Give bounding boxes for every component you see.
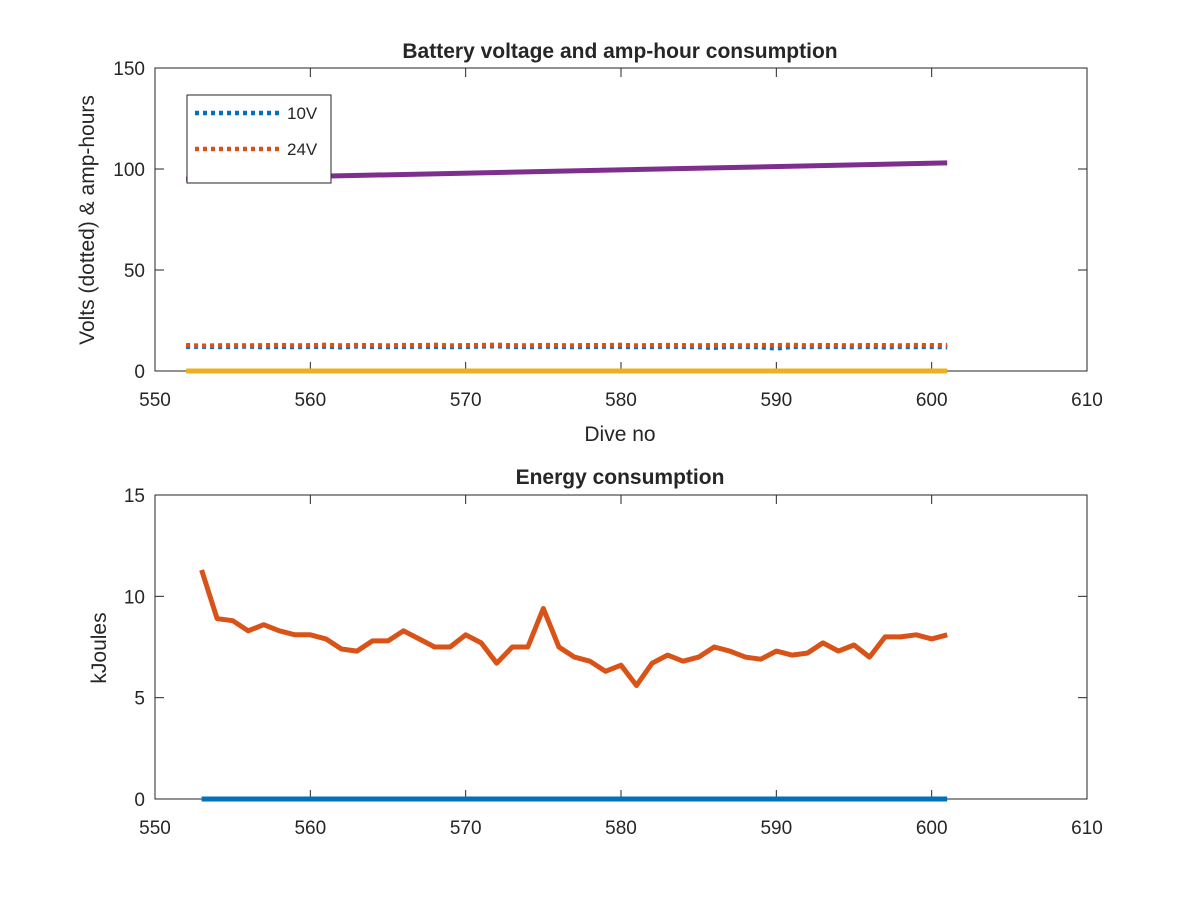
battery-chart-x-tick-label: 570 (450, 390, 482, 411)
energy-chart-x-tick-label: 590 (760, 818, 792, 839)
battery-chart-legend (186, 94, 332, 184)
battery-chart-legend-label: 10V (287, 104, 318, 123)
energy-chart-y-tick-label: 5 (134, 689, 145, 710)
battery-chart-y-tick-label: 100 (113, 160, 145, 181)
energy-chart-x-tick-label: 550 (139, 818, 171, 839)
battery-chart-x-tick-label: 560 (294, 390, 326, 411)
battery-chart-legend-label: 24V (287, 140, 318, 159)
energy-chart-y-tick-label: 10 (124, 587, 145, 608)
battery-chart-x-tick-label: 590 (760, 390, 792, 411)
energy-chart-series-line-2 (199, 569, 948, 688)
battery-chart-x-tick-label: 550 (139, 390, 171, 411)
battery-chart-title: Battery voltage and amp-hour consumption (402, 40, 837, 63)
battery-chart-y-tick-label: 50 (124, 261, 145, 282)
energy-chart: Energy consumption kJoules 550 560 570 580 5… (88, 466, 1103, 839)
energy-chart-ylabel: kJoules (88, 612, 111, 683)
battery-chart-y-tick-label: 0 (134, 362, 145, 383)
battery-chart-xlabel: Dive no (584, 423, 655, 446)
energy-chart-x-tick-label: 560 (294, 818, 326, 839)
energy-chart-y-tick-label: 0 (134, 790, 145, 811)
energy-chart-y-tick-label: 15 (124, 486, 145, 507)
battery-chart-x-tick-label: 610 (1071, 390, 1103, 411)
battery-chart-ylabel: Volts (dotted) & amp-hours (76, 95, 99, 345)
energy-chart-title: Energy consumption (516, 466, 725, 489)
battery-chart: Battery voltage and amp-hour consumption… (76, 40, 1103, 446)
energy-chart-x-tick-label: 580 (605, 818, 637, 839)
battery-chart-y-tick-label: 150 (113, 59, 145, 80)
battery-chart-series-line-24v (185, 342, 948, 349)
energy-chart-x-tick-label: 570 (450, 818, 482, 839)
energy-chart-x-tick-label: 610 (1071, 818, 1103, 839)
energy-chart-axes-box (154, 494, 1088, 800)
energy-chart-x-tick-label: 600 (916, 818, 948, 839)
battery-chart-x-tick-label: 580 (605, 390, 637, 411)
battery-chart-x-tick-label: 600 (916, 390, 948, 411)
